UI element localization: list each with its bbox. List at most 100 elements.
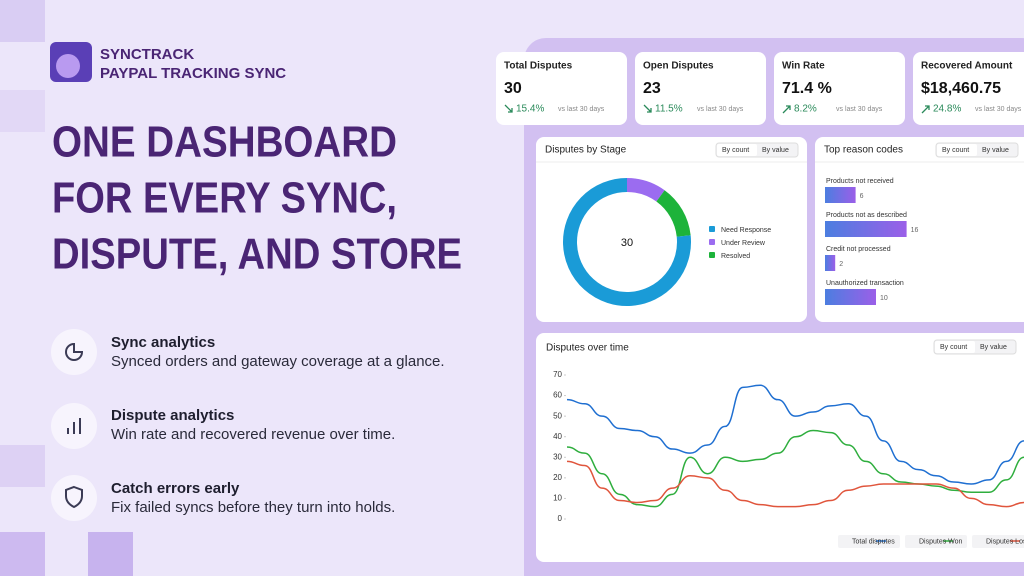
toggle-option[interactable]: By value: [980, 344, 1007, 351]
legend-swatch: [709, 252, 715, 258]
feature-icons: [51, 329, 97, 521]
toggle-active: [937, 144, 977, 156]
bar: [825, 289, 876, 305]
bar-category: Products not as described: [826, 212, 907, 219]
line-series: [566, 460, 1024, 508]
trend-arrow: [921, 105, 930, 114]
kpi-label: Recovered Amount: [921, 61, 1013, 72]
kpi-value: 23: [643, 80, 661, 97]
headline: FOR EVERY SYNC,: [52, 174, 397, 223]
legend-label: Disputes Won: [919, 538, 963, 545]
bar-value: 10: [880, 295, 888, 302]
legend-chip: [905, 535, 967, 548]
y-tick-label: 30: [553, 452, 562, 461]
icon: [65, 485, 83, 509]
card: [496, 52, 627, 125]
legend-label: Resolved: [721, 253, 750, 260]
feature-title: Catch errors early: [111, 480, 240, 497]
bar-value: 2: [839, 261, 843, 268]
legend-swatch: [709, 239, 715, 245]
logo-mark: [56, 54, 80, 78]
bar: [825, 255, 836, 271]
headline: ONE DASHBOARD: [52, 118, 397, 167]
legend-chip: [972, 535, 1024, 548]
feature-text: Win rate and recovered revenue over time…: [111, 426, 395, 443]
deco: [0, 532, 45, 576]
kpi-change: 24.8%: [933, 104, 961, 115]
y-tick-label: 20: [553, 473, 562, 482]
legend-label: Disputes Lost: [986, 538, 1024, 545]
kpi-change: 8.2%: [794, 104, 817, 115]
kpi-label: Win Rate: [782, 61, 825, 72]
kpi-note: vs last 30 days: [836, 106, 883, 113]
legend-label: Need Response: [721, 227, 771, 234]
card: [635, 52, 766, 125]
y-tick-label: 50: [553, 411, 562, 420]
y-tick-label: 0: [558, 514, 563, 523]
legend-chip: [838, 535, 900, 548]
feature-title: Sync analytics: [111, 334, 215, 351]
toggle-option[interactable]: By count: [940, 344, 967, 351]
legend-label: Under Review: [721, 240, 766, 247]
kpi-value: 30: [504, 80, 522, 97]
card: [774, 52, 905, 125]
deco: [88, 532, 133, 576]
brand-name: SYNCTRACK: [100, 46, 194, 63]
card-title: Disputes over time: [546, 343, 629, 354]
legend-swatch: [709, 226, 715, 232]
feature-text: Fix failed syncs before they turn into h…: [111, 499, 395, 516]
donut-segment: [626, 178, 665, 202]
donut-segment: [563, 178, 691, 306]
icon-bg: [51, 475, 97, 521]
toggle-option[interactable]: By value: [982, 147, 1009, 154]
y-tick-label: 60: [553, 391, 562, 400]
kpi-note: vs last 30 days: [558, 106, 605, 113]
kpi-change: 15.4%: [516, 104, 544, 115]
kpi-value: 71.4 %: [782, 80, 832, 97]
card-title: Top reason codes: [824, 145, 903, 156]
kpi-note: vs last 30 days: [697, 106, 744, 113]
donut-segment: [656, 190, 691, 238]
bar-value: 6: [860, 193, 864, 200]
toggle-option[interactable]: By count: [722, 147, 749, 154]
y-tick-label: 40: [553, 432, 562, 441]
card: [536, 333, 1024, 562]
y-tick-label: 70: [553, 370, 562, 379]
bar-category: Unauthorized transaction: [826, 280, 904, 287]
y-tick-label: 10: [553, 494, 562, 503]
toggle-active: [717, 144, 757, 156]
feature-title: Dispute analytics: [111, 407, 234, 424]
deco: [0, 90, 45, 132]
headline: DISPUTE, AND STORE: [52, 230, 462, 279]
bar-category: Credit not processed: [826, 246, 891, 253]
kpi-label: Total Disputes: [504, 61, 573, 72]
trend-arrow: [643, 104, 652, 113]
kpi-note: vs last 30 days: [975, 106, 1022, 113]
trend-arrow: [782, 105, 791, 114]
bar-value: 16: [911, 227, 919, 234]
card: [913, 52, 1024, 125]
deco: [0, 0, 45, 42]
brand-tagline: PAYPAL TRACKING SYNC: [100, 65, 286, 82]
icon: [65, 342, 84, 361]
line-series: [566, 384, 1024, 485]
bar: [825, 187, 856, 203]
bar: [825, 221, 907, 237]
kpi-change: 11.5%: [655, 104, 683, 115]
kpi-label: Open Disputes: [643, 61, 714, 72]
toggle-option[interactable]: By count: [942, 147, 969, 154]
line-series: [566, 429, 1024, 508]
card: [815, 137, 1024, 322]
bar-category: Products not received: [826, 178, 894, 185]
icon: [67, 418, 81, 434]
card-title: Disputes by Stage: [545, 145, 627, 156]
donut-center: 30: [621, 237, 633, 249]
feature-text: Synced orders and gateway coverage at a …: [111, 353, 445, 370]
deco: [0, 445, 45, 487]
toggle-option[interactable]: By value: [762, 147, 789, 154]
legend-label: Total disputes: [852, 538, 895, 545]
trend-arrow: [504, 104, 513, 113]
kpi-value: $18,460.75: [921, 80, 1001, 97]
